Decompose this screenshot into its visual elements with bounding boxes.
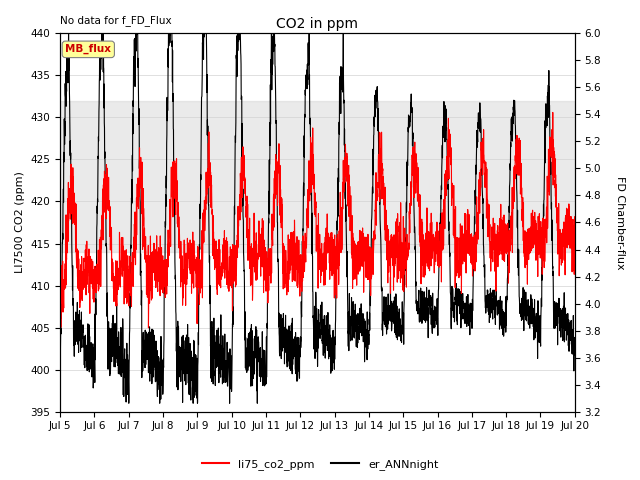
Y-axis label: LI7500 CO2 (ppm): LI7500 CO2 (ppm) (15, 171, 25, 274)
Title: CO2 in ppm: CO2 in ppm (276, 17, 358, 31)
Bar (60, 101, 575, 252)
Text: No data for f_FD_Flux: No data for f_FD_Flux (60, 15, 172, 26)
Legend: li75_co2_ppm, er_ANNnight: li75_co2_ppm, er_ANNnight (197, 455, 443, 474)
Text: MB_flux: MB_flux (65, 44, 111, 55)
Y-axis label: FD Chamber-flux: FD Chamber-flux (615, 176, 625, 269)
